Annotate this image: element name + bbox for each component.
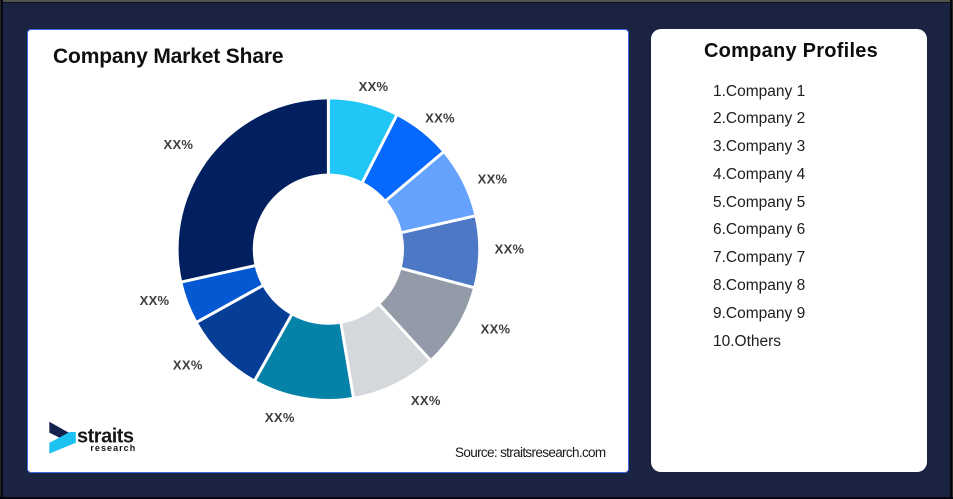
svg-text:XX%: XX% (265, 410, 295, 425)
svg-text:XX%: XX% (478, 172, 508, 187)
svg-text:XX%: XX% (411, 393, 441, 408)
svg-text:XX%: XX% (425, 111, 455, 126)
svg-text:XX%: XX% (173, 357, 203, 372)
svg-text:XX%: XX% (140, 293, 170, 308)
svg-text:straits: straits (77, 426, 134, 448)
svg-text:XX%: XX% (495, 242, 525, 257)
svg-text:XX%: XX% (481, 322, 511, 337)
svg-text:research: research (90, 443, 136, 453)
svg-text:XX%: XX% (163, 137, 193, 152)
svg-text:XX%: XX% (359, 79, 389, 94)
